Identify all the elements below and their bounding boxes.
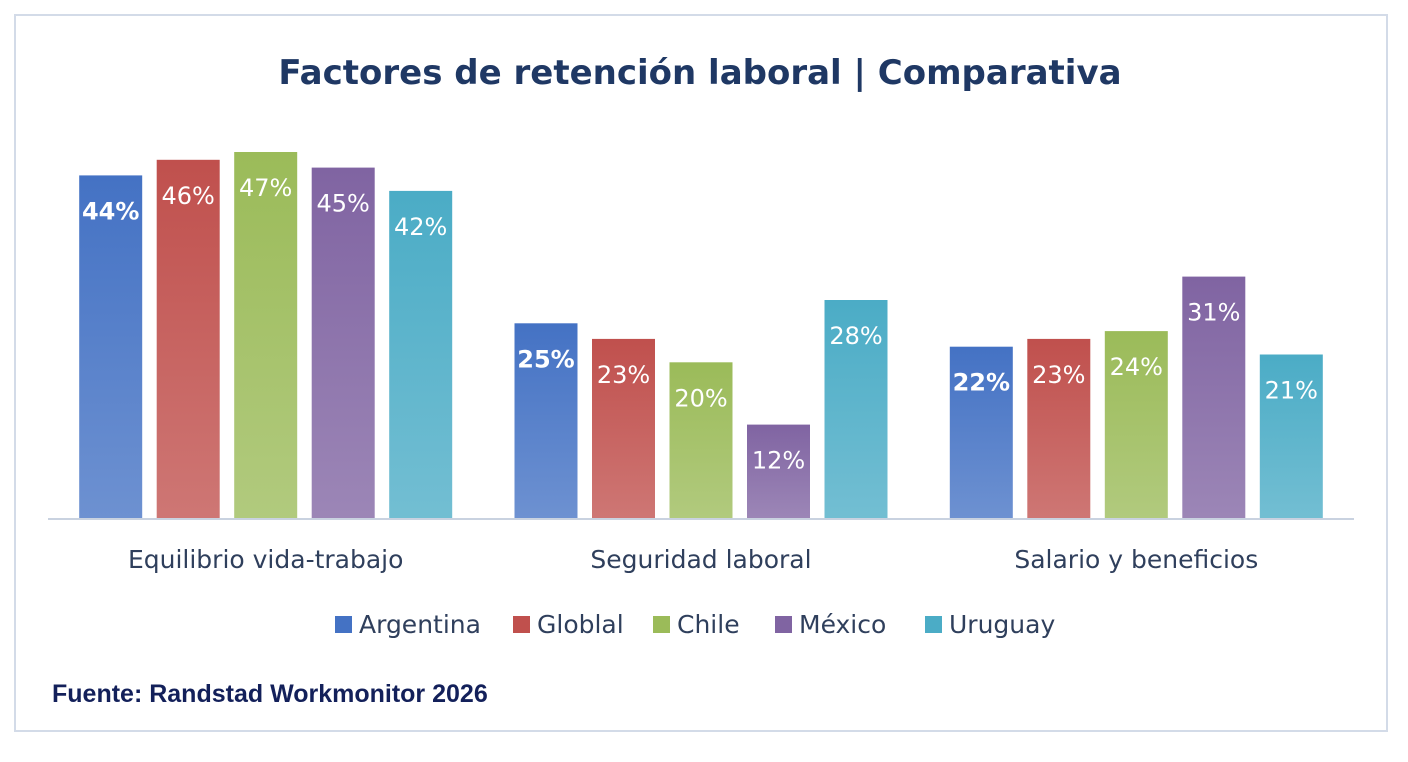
- x-tick-label-salario-y-beneficios: Salario y beneficios: [1014, 545, 1258, 574]
- data-label-mexico-equilibrio-vida-trabajo: 45%: [317, 190, 370, 218]
- bar-chile-seguridad-laboral: [669, 362, 733, 518]
- data-label-uruguay-seguridad-laboral: 28%: [829, 322, 882, 350]
- data-label-uruguay-equilibrio-vida-trabajo: 42%: [394, 213, 447, 241]
- legend-label-globlal: Globlal: [537, 610, 624, 639]
- chart-title: Factores de retención laboral | Comparat…: [278, 53, 1121, 93]
- bar-chile-salario-y-beneficios: [1104, 331, 1168, 518]
- legend-swatch-globlal: [513, 616, 530, 633]
- bar-uruguay-equilibrio-vida-trabajo: [389, 190, 453, 518]
- x-tick-label-equilibrio-vida-trabajo: Equilibrio vida-trabajo: [128, 545, 403, 574]
- data-label-argentina-equilibrio-vida-trabajo: 44%: [82, 197, 139, 225]
- legend-swatch-uruguay: [925, 616, 942, 633]
- legend-label-uruguay: Uruguay: [949, 610, 1055, 639]
- data-label-globlal-seguridad-laboral: 23%: [597, 361, 650, 389]
- bar-mexico-salario-y-beneficios: [1182, 276, 1246, 518]
- data-label-chile-seguridad-laboral: 20%: [674, 384, 727, 412]
- bar-globlal-seguridad-laboral: [592, 338, 655, 518]
- x-tick-label-seguridad-laboral: Seguridad laboral: [590, 545, 811, 574]
- bar-mexico-equilibrio-vida-trabajo: [311, 167, 375, 518]
- data-label-globlal-equilibrio-vida-trabajo: 46%: [162, 182, 215, 210]
- data-label-mexico-salario-y-beneficios: 31%: [1187, 299, 1240, 327]
- bar-argentina-seguridad-laboral: [514, 323, 578, 518]
- data-label-mexico-seguridad-laboral: 12%: [752, 447, 805, 475]
- data-label-uruguay-salario-y-beneficios: 21%: [1265, 377, 1318, 405]
- bar-uruguay-seguridad-laboral: [824, 300, 888, 518]
- legend-label-chile: Chile: [677, 610, 740, 639]
- bar-globlal-equilibrio-vida-trabajo: [156, 159, 220, 519]
- data-label-globlal-salario-y-beneficios: 23%: [1032, 361, 1085, 389]
- data-label-argentina-salario-y-beneficios: 22%: [953, 369, 1010, 397]
- bar-chile-equilibrio-vida-trabajo: [234, 152, 298, 518]
- data-label-chile-salario-y-beneficios: 24%: [1110, 353, 1163, 381]
- bar-mexico-seguridad-laboral: [747, 424, 810, 518]
- legend-label-mexico: México: [799, 610, 886, 639]
- bar-argentina-salario-y-beneficios: [949, 346, 1013, 518]
- bar-globlal-salario-y-beneficios: [1027, 338, 1091, 518]
- legend-label-argentina: Argentina: [359, 610, 481, 639]
- data-label-chile-equilibrio-vida-trabajo: 47%: [239, 174, 292, 202]
- legend-swatch-mexico: [775, 616, 792, 633]
- bar-argentina-equilibrio-vida-trabajo: [79, 175, 143, 518]
- legend-swatch-argentina: [335, 616, 352, 633]
- data-label-argentina-seguridad-laboral: 25%: [517, 345, 574, 373]
- legend-swatch-chile: [653, 616, 670, 633]
- bar-uruguay-salario-y-beneficios: [1259, 354, 1323, 518]
- source-note: Fuente: Randstad Workmonitor 2026: [52, 680, 488, 708]
